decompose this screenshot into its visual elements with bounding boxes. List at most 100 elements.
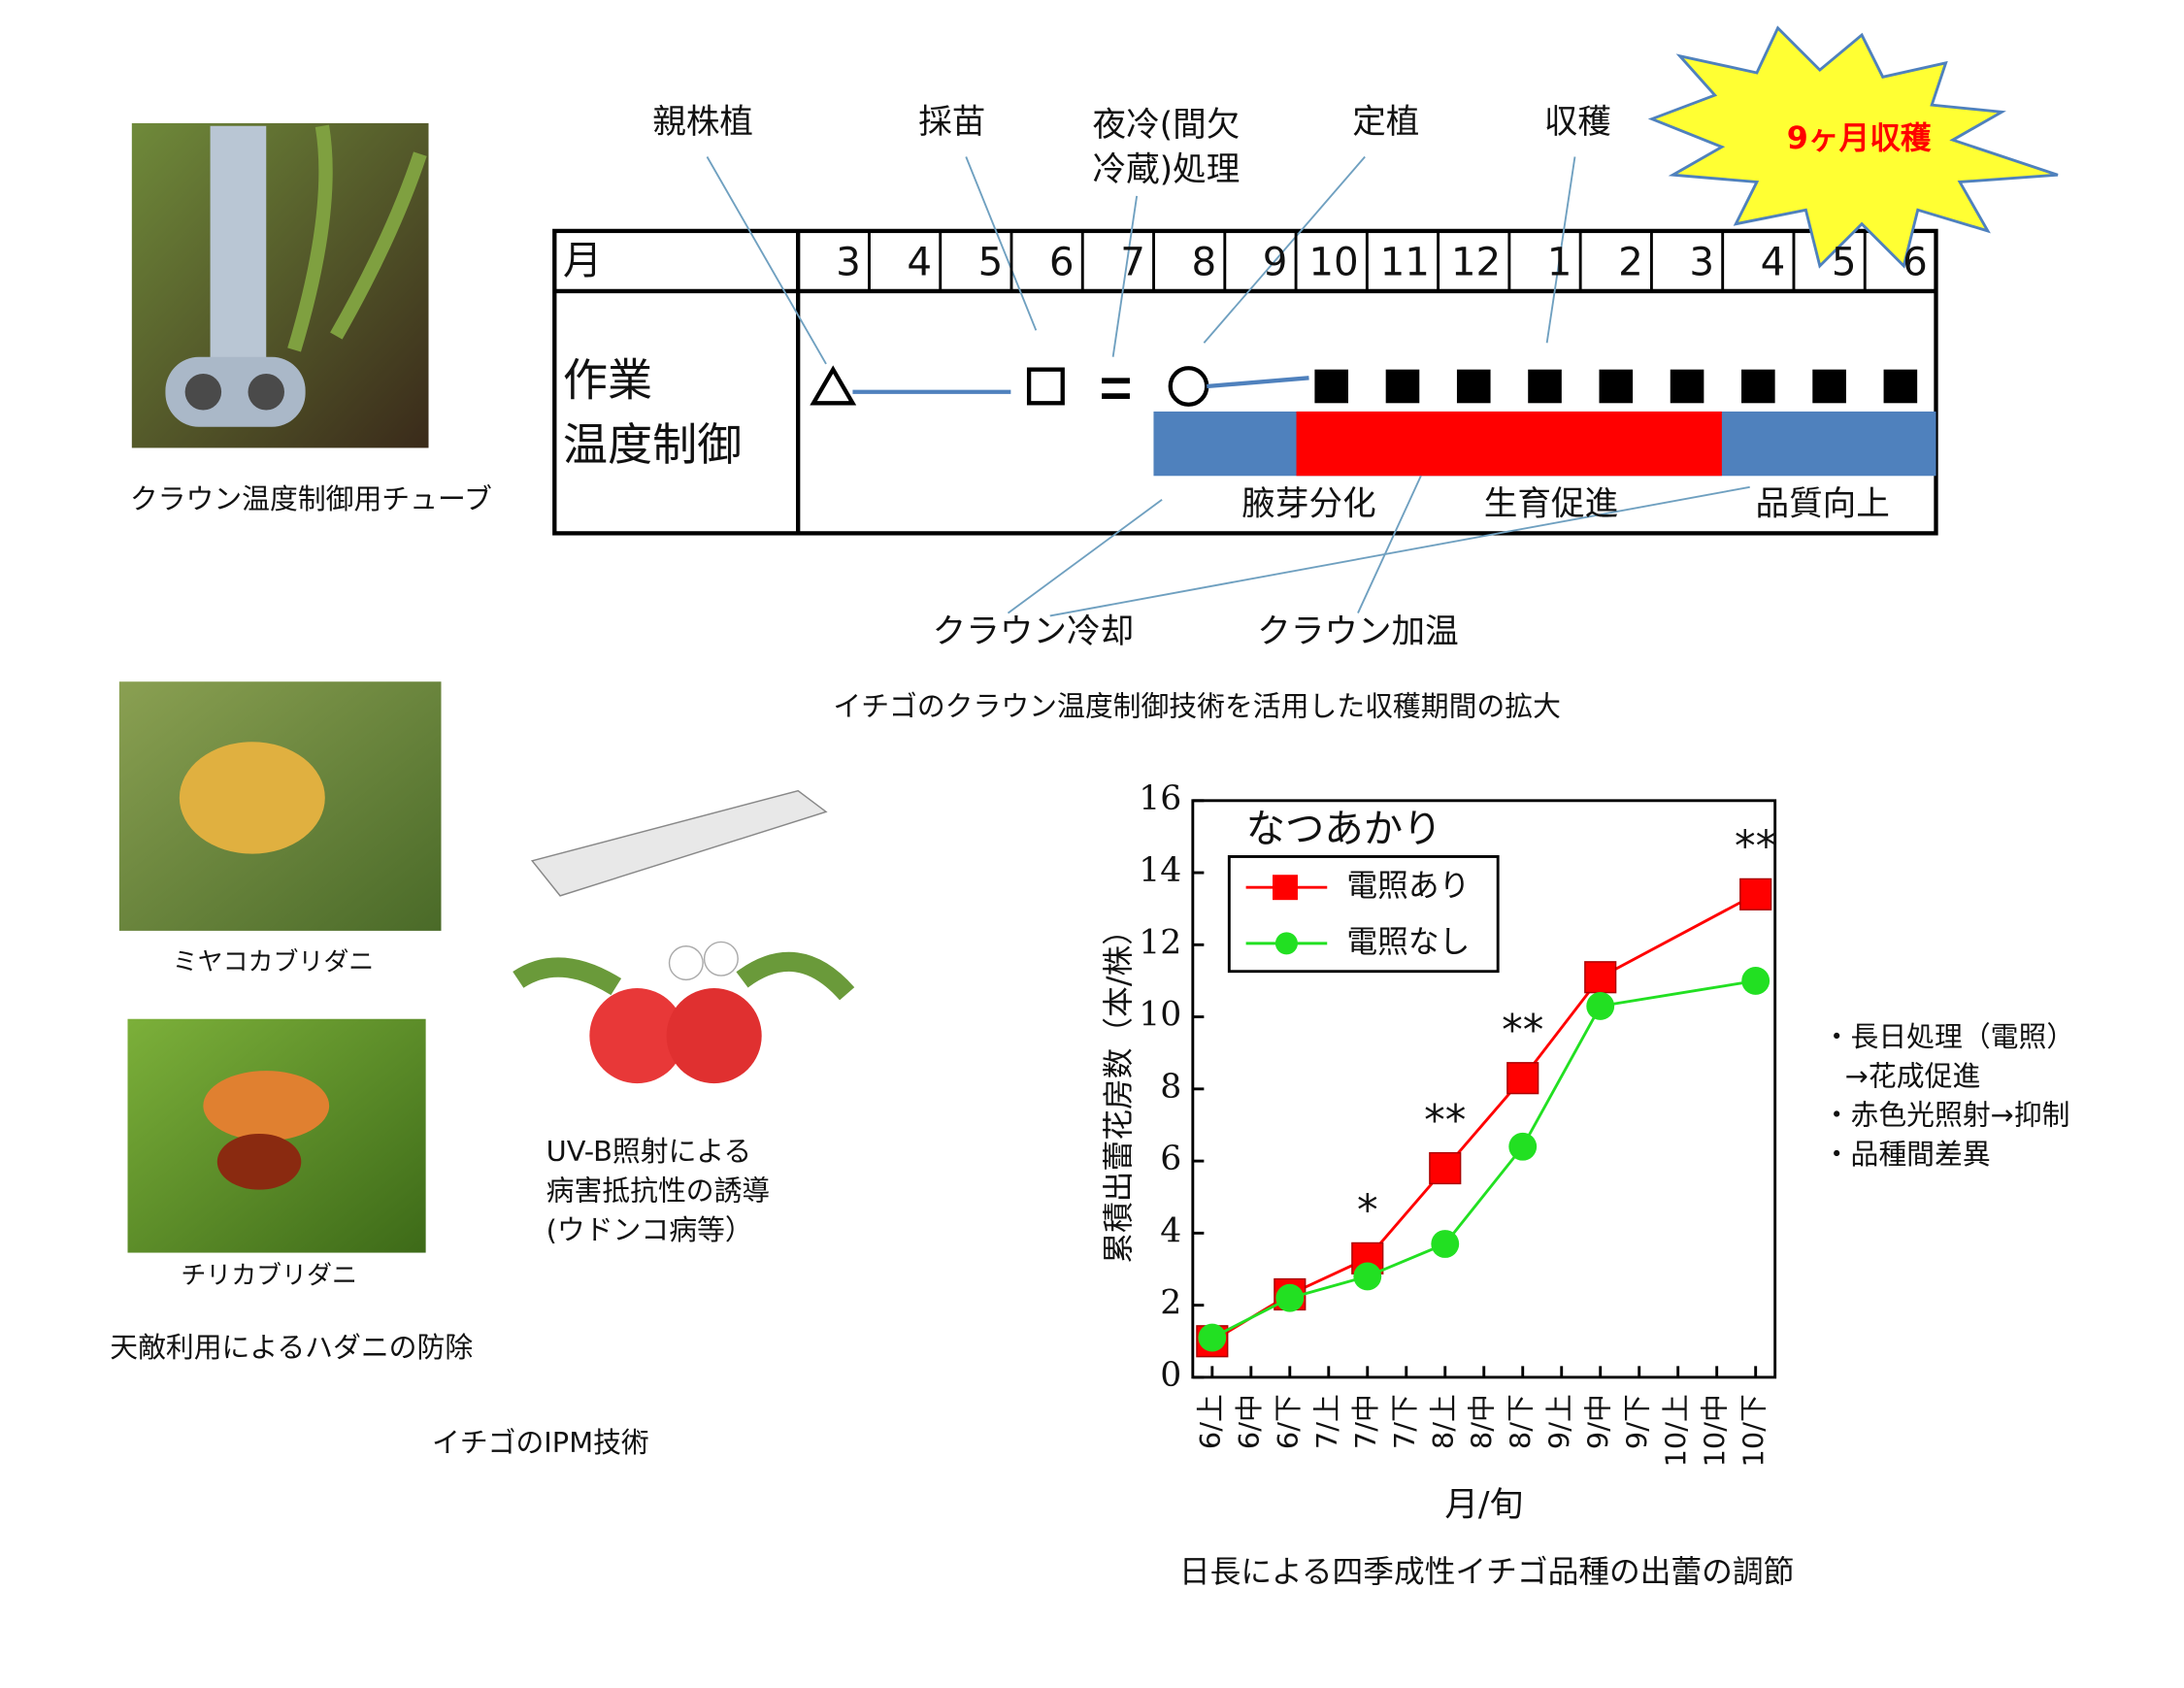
side-note: ・長日処理（電照）	[1823, 1020, 2074, 1053]
month: 5	[978, 240, 1004, 285]
month: 3	[1689, 240, 1714, 285]
month: 6	[1903, 240, 1928, 285]
harvest-mark	[1314, 369, 1349, 404]
legend-marker	[1273, 875, 1298, 901]
harvest-mark	[1741, 369, 1775, 404]
marker	[1506, 1062, 1539, 1095]
month: 12	[1451, 240, 1501, 285]
y-tick-label: 0	[1160, 1356, 1181, 1395]
y-tick-label: 14	[1139, 851, 1181, 890]
side-note: →花成促進	[1845, 1059, 1980, 1092]
x-label: 月/旬	[1444, 1486, 1523, 1525]
uv-text: UV-B照射による	[546, 1135, 752, 1168]
side-note: ・品種間差異	[1823, 1138, 1991, 1171]
legend-label: 電照なし	[1346, 925, 1470, 960]
month-header: 月	[563, 238, 602, 283]
marker	[1198, 1323, 1227, 1352]
x-tick-label: 8/上	[1427, 1394, 1460, 1449]
marker	[1431, 1230, 1460, 1258]
marker	[1584, 961, 1617, 994]
ipm-caption: イチゴのIPM技術	[432, 1426, 649, 1459]
harvest-mark	[1456, 369, 1491, 404]
harvest-mark	[1883, 369, 1918, 404]
band-label: 生育促進	[1484, 485, 1618, 524]
marker	[1586, 992, 1615, 1020]
band-label: 腋芽分化	[1241, 485, 1375, 524]
x-tick-label: 8/下	[1505, 1394, 1538, 1449]
harvest-mark	[1670, 369, 1704, 404]
legend-label: 電照あり	[1346, 869, 1470, 904]
x-tick-label: 10/中	[1699, 1394, 1732, 1467]
marker	[1353, 1262, 1382, 1291]
harvest-mark	[1385, 369, 1420, 404]
x-tick-label: 7/下	[1388, 1394, 1421, 1449]
harvest-mark	[1528, 369, 1562, 404]
y-label: 累積出蕾花房数（本/株）	[1102, 914, 1137, 1264]
band-label: 品質向上	[1756, 485, 1890, 524]
x-tick-label: 7/中	[1349, 1394, 1382, 1449]
month: 8	[1191, 240, 1216, 285]
mite-label: ミヤコカブリダニ	[173, 948, 375, 977]
month: 9	[1263, 240, 1288, 285]
chart-title: なつあかり	[1246, 807, 1442, 852]
annotation: **	[1424, 1097, 1466, 1145]
control-label: クラウン冷却	[933, 612, 1135, 651]
y-tick-label: 6	[1160, 1140, 1181, 1178]
month: 11	[1380, 240, 1430, 285]
month: 6	[1049, 240, 1075, 285]
task-label: 収穫	[1544, 103, 1611, 142]
photo-caption: クラウン温度制御用チューブ	[130, 482, 492, 515]
timeline-text: 親株植 採苗 夜冷(間欠 冷蔵)処理 定植 収穫 9ヶ月収穫 月 作業 温度制御…	[563, 103, 1932, 723]
mites-caption: 天敵利用によるハダニの防除	[110, 1331, 473, 1364]
month: 7	[1120, 240, 1145, 285]
annotation: **	[1735, 823, 1776, 872]
marker	[1429, 1151, 1462, 1185]
x-tick-label: 6/上	[1194, 1394, 1227, 1449]
x-tick-label: 9/上	[1543, 1394, 1576, 1449]
row-label: 作業	[563, 354, 652, 407]
tube-photo	[131, 122, 429, 448]
legend-marker	[1274, 932, 1298, 955]
y-tick-label: 8	[1160, 1068, 1181, 1107]
x-tick-label: 10/下	[1737, 1394, 1770, 1467]
task-label: 採苗	[918, 103, 985, 142]
x-tick-label: 6/下	[1272, 1394, 1305, 1449]
marker	[1741, 967, 1770, 995]
marker	[1275, 1283, 1305, 1312]
task-label: 親株植	[652, 103, 753, 142]
burst-label: 9ヶ月収穫	[1787, 121, 1932, 156]
chart-caption: 日長による四季成性イチゴ品種の出蕾の調節	[1179, 1555, 1794, 1590]
month: 1	[1547, 240, 1572, 285]
timeline	[552, 25, 2059, 617]
task-label: 冷蔵)処理	[1092, 150, 1240, 189]
ipm-text: ミヤコカブリダニ チリカブリダニ 天敵利用によるハダニの防除 UV-B照射による…	[110, 948, 770, 1460]
annotation: *	[1357, 1187, 1378, 1236]
x-tick-label: 6/中	[1233, 1394, 1266, 1449]
harvest-mark	[1599, 369, 1634, 404]
y-tick-label: 16	[1139, 779, 1181, 818]
caption: イチゴのクラウン温度制御技術を活用した収穫期間の拡大	[833, 690, 1561, 723]
row-label: 温度制御	[563, 418, 743, 471]
marker	[1739, 877, 1772, 910]
mite-label: チリカブリダニ	[181, 1262, 357, 1291]
month: 2	[1618, 240, 1643, 285]
month: 4	[907, 240, 932, 285]
y-tick-label: 10	[1139, 996, 1181, 1035]
month: 4	[1761, 240, 1786, 285]
harvest-mark	[1812, 369, 1846, 404]
x-tick-label: 7/上	[1310, 1394, 1343, 1449]
marker	[1508, 1132, 1538, 1161]
y-tick-label: 4	[1160, 1211, 1181, 1250]
task-label: 夜冷(間欠	[1092, 106, 1240, 145]
uv-text: (ウドンコ病等）	[546, 1213, 753, 1246]
annotation: **	[1502, 1007, 1543, 1055]
ipm-images	[118, 681, 855, 1253]
uv-text: 病害抵抗性の誘導	[546, 1175, 771, 1208]
x-tick-label: 9/下	[1621, 1394, 1654, 1449]
control-label: クラウン加温	[1257, 612, 1459, 651]
task-label: 定植	[1352, 103, 1419, 142]
y-tick-label: 2	[1160, 1284, 1181, 1323]
month: 5	[1832, 240, 1857, 285]
